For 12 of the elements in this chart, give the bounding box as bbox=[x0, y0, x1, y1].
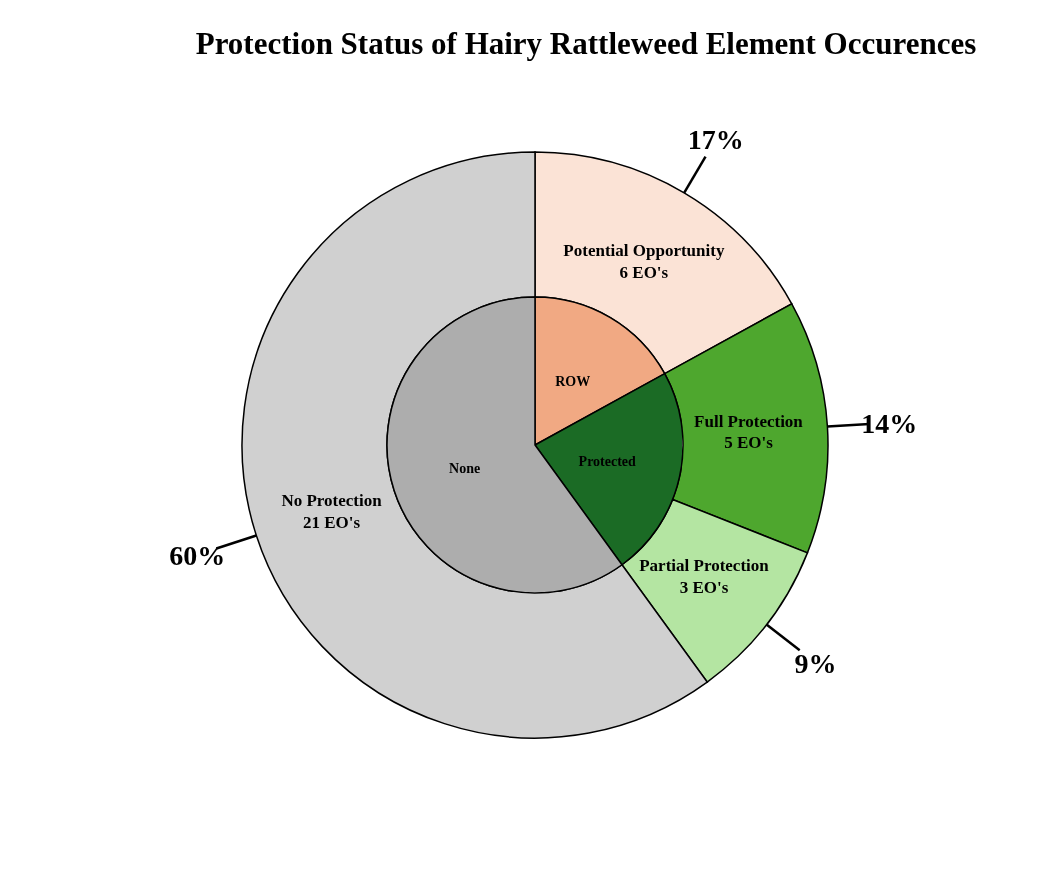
data-label: 14% bbox=[861, 407, 918, 439]
slice-label: No Protection 21 EO's bbox=[281, 490, 383, 532]
slice-label: Protected bbox=[578, 453, 637, 469]
data-label: 9% bbox=[794, 647, 837, 679]
slice-label: Potential Opportunity 6 EO's bbox=[563, 240, 725, 282]
data-label: 17% bbox=[687, 123, 744, 155]
slice-label: Full Protection 5 EO's bbox=[694, 411, 804, 452]
chart-title: Protection Status of Hairy Rattleweed Element Occurences bbox=[194, 26, 978, 62]
slice-label: ROW bbox=[555, 373, 591, 389]
slice-label: None bbox=[449, 460, 481, 476]
data-label: 60% bbox=[169, 539, 226, 571]
slice-label: Partial Protection 3 EO's bbox=[639, 555, 770, 597]
